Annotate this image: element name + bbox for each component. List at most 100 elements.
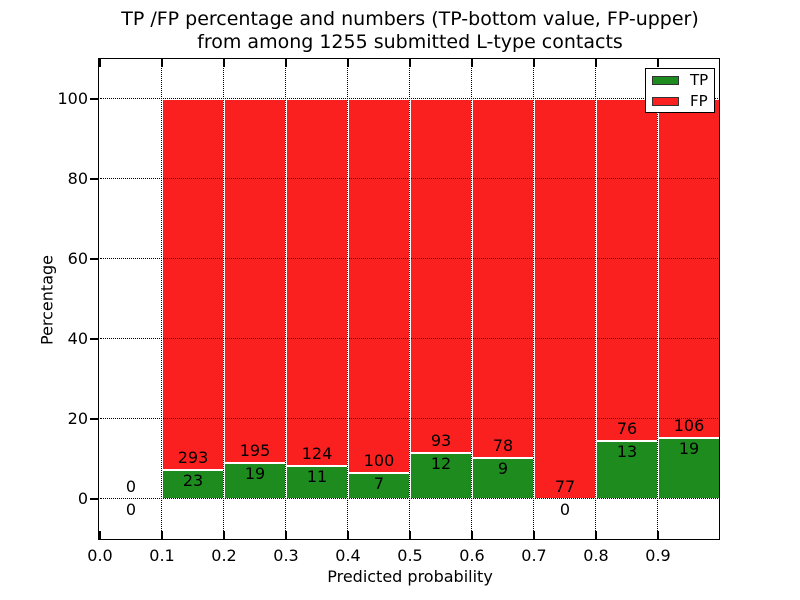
y-tick-mark <box>90 338 98 340</box>
fp-count-label: 78 <box>492 435 514 455</box>
gridline-vertical <box>595 59 596 539</box>
legend-tp-swatch <box>652 75 679 85</box>
x-tick-mark-bottom <box>471 531 473 539</box>
x-tick-mark-top <box>223 59 225 67</box>
gridline-vertical <box>223 59 224 539</box>
x-tick-mark-bottom <box>657 531 659 539</box>
gridline-horizontal <box>100 498 720 499</box>
fp-bar-segment <box>534 99 596 499</box>
x-tick-label: 0.3 <box>273 546 299 565</box>
tp-count-label: 9 <box>497 458 509 478</box>
tp-count-label: 11 <box>306 467 328 487</box>
x-tick-label: 0.8 <box>583 546 609 565</box>
x-tick-label: 0.4 <box>335 546 361 565</box>
x-tick-label: 0.5 <box>397 546 423 565</box>
x-tick-label: 0.1 <box>149 546 175 565</box>
legend-entry-tp: TP <box>646 70 714 90</box>
x-tick-mark-bottom <box>409 531 411 539</box>
y-tick-mark <box>90 258 98 260</box>
gridline-vertical <box>409 59 410 539</box>
gridline-vertical <box>471 59 472 539</box>
fp-count-label: 106 <box>673 416 705 436</box>
fp-bar-segment <box>410 99 472 454</box>
tp-count-label: 19 <box>244 464 266 484</box>
gridline-vertical <box>347 59 348 539</box>
x-axis-label: Predicted probability <box>327 567 493 586</box>
gridline-vertical <box>533 59 534 539</box>
y-tick-label: 60 <box>67 249 88 268</box>
x-tick-mark-bottom <box>347 531 349 539</box>
fp-count-label: 124 <box>301 444 333 464</box>
y-tick-mark <box>90 178 98 180</box>
legend-fp-swatch <box>652 96 679 106</box>
x-tick-mark-top <box>657 59 659 67</box>
x-tick-label: 0.2 <box>211 546 237 565</box>
plot-area: 0 0 293 23 195 19 124 11 100 7 93 12 78 9 77 0 76 13 106 19 <box>99 59 720 539</box>
x-tick-mark-bottom <box>161 531 163 539</box>
x-tick-mark-top <box>409 59 411 67</box>
y-tick-label: 0 <box>77 489 88 508</box>
y-tick-mark <box>90 418 98 420</box>
x-tick-mark-top <box>285 59 287 67</box>
fp-bar-segment <box>286 99 348 467</box>
gridline-vertical <box>657 59 658 539</box>
fp-count-label: 0 <box>125 477 137 496</box>
fp-bar-segment <box>658 99 720 439</box>
tp-count-label: 23 <box>182 470 204 490</box>
fp-bar-segment <box>224 99 286 464</box>
tp-count-label: 12 <box>430 454 452 474</box>
x-tick-mark-top <box>161 59 163 67</box>
gridline-horizontal <box>100 98 720 99</box>
x-tick-label: 0.0 <box>87 546 113 565</box>
x-tick-label: 0.9 <box>645 546 671 565</box>
fp-count-label: 76 <box>616 418 638 438</box>
x-tick-label: 0.7 <box>521 546 547 565</box>
legend-tp-label: TP <box>690 71 709 89</box>
tp-bar-segment <box>658 438 720 499</box>
x-tick-mark-top <box>471 59 473 67</box>
y-tick-label: 20 <box>67 409 88 428</box>
x-tick-mark-bottom <box>285 531 287 539</box>
legend: TP FP <box>645 68 715 113</box>
tp-count-label: 19 <box>678 439 700 459</box>
fp-count-label: 100 <box>363 450 395 470</box>
fp-bar-segment <box>472 99 534 458</box>
x-tick-mark-top <box>533 59 535 67</box>
gridline-vertical <box>285 59 286 539</box>
tp-count-label: 13 <box>616 441 638 461</box>
gridline-horizontal <box>100 258 720 259</box>
legend-fp-label: FP <box>690 92 708 110</box>
x-tick-mark-bottom <box>595 531 597 539</box>
x-tick-mark-top <box>99 59 101 67</box>
tp-count-label: 0 <box>125 500 137 519</box>
fp-count-label: 195 <box>239 441 271 461</box>
y-tick-label: 80 <box>67 169 88 188</box>
x-tick-mark-bottom <box>223 531 225 539</box>
tp-bar-segment <box>472 457 534 499</box>
tp-count-label: 0 <box>559 500 571 519</box>
x-tick-label: 0.6 <box>459 546 485 565</box>
chart-title-line-2: from among 1255 submitted L-type contact… <box>197 31 623 53</box>
gridline-horizontal <box>100 178 720 179</box>
tp-bar-segment <box>596 440 658 499</box>
y-tick-label: 40 <box>67 329 88 348</box>
fp-count-label: 93 <box>430 431 452 451</box>
y-tick-label: 100 <box>57 89 88 108</box>
gridline-vertical <box>161 59 162 539</box>
gridline-horizontal <box>100 338 720 339</box>
x-tick-mark-top <box>347 59 349 67</box>
x-tick-mark-bottom <box>99 531 101 539</box>
tp-count-label: 7 <box>373 473 385 493</box>
y-tick-mark <box>90 498 98 500</box>
fp-count-label: 77 <box>554 477 576 496</box>
fp-bar-segment <box>596 99 658 441</box>
y-tick-mark <box>90 98 98 100</box>
fp-count-label: 293 <box>177 447 209 467</box>
tp-bar-segment <box>224 463 286 499</box>
chart-title-line-1: TP /FP percentage and numbers (TP-bottom… <box>121 8 699 30</box>
fp-bar-segment <box>162 99 224 470</box>
fp-bar-segment <box>348 99 410 473</box>
x-tick-mark-top <box>595 59 597 67</box>
gridline-horizontal <box>100 418 720 419</box>
